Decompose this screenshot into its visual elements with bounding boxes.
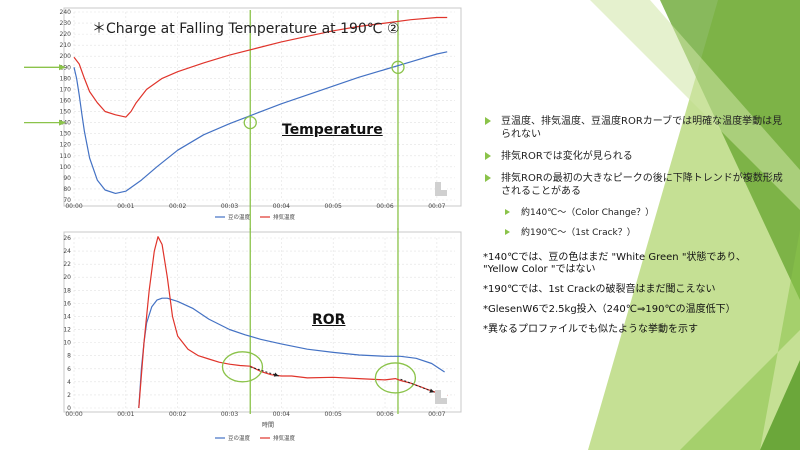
y-tick-label: 2 bbox=[67, 392, 71, 399]
sub-bullet-item: 約140℃～（Color Change？） bbox=[483, 207, 783, 220]
bullet-item: 豆温度、排気温度、豆温度RORカーブでは明確な温度挙動は見られない bbox=[483, 115, 783, 141]
bullet-list: 豆温度、排気温度、豆温度RORカーブでは明確な温度挙動は見られない 排気RORで… bbox=[483, 115, 783, 247]
y-tick-label: 140 bbox=[60, 120, 72, 127]
arrow-head bbox=[429, 388, 435, 393]
arrow-head bbox=[59, 119, 66, 126]
y-tick-label: 14 bbox=[63, 313, 71, 320]
y-tick-label: 8 bbox=[67, 353, 71, 360]
x-tick-label: 00:02 bbox=[169, 411, 186, 418]
y-tick-label: 230 bbox=[60, 20, 72, 27]
y-tick-label: 90 bbox=[63, 175, 71, 182]
x-tick-label: 00:06 bbox=[376, 411, 393, 418]
temperature-chart: 70 80 90 100 110 120 130 140 150 160 170 180 190 200 2… bbox=[24, 7, 462, 230]
note-line: *異なるプロファイルでも似たような挙動を示す bbox=[483, 324, 698, 335]
y-tick-label: 190 bbox=[60, 64, 72, 71]
series-line bbox=[73, 16, 448, 118]
slide-title: ＊Charge at Falling Temperature at 190℃ ② bbox=[92, 21, 400, 37]
y-tick-label: 170 bbox=[60, 86, 72, 93]
legend-label: 豆の温度 bbox=[228, 213, 251, 221]
legend-label: 豆の温度 bbox=[228, 434, 251, 442]
highlight-ellipse bbox=[374, 362, 417, 394]
bullet-triangle-icon bbox=[485, 174, 491, 182]
bullet-triangle-icon bbox=[485, 152, 491, 160]
ror-label: ROR bbox=[312, 312, 346, 328]
legend-label: 排気温度 bbox=[273, 213, 296, 221]
note-line: *GlesenW6で2.5kg投入（240℃⇒190℃の温度低下） bbox=[483, 304, 736, 315]
y-tick-label: 240 bbox=[60, 9, 72, 16]
trend-arrow bbox=[250, 366, 279, 377]
x-tick-label: 00:07 bbox=[428, 411, 445, 418]
bullet-triangle-icon bbox=[505, 229, 510, 235]
y-tick-label: 12 bbox=[63, 327, 71, 334]
y-tick-label: 200 bbox=[60, 53, 72, 60]
y-tick-label: 26 bbox=[63, 235, 71, 242]
series-line bbox=[138, 297, 445, 409]
y-tick-label: 22 bbox=[63, 261, 71, 268]
y-tick-label: 100 bbox=[60, 164, 72, 171]
y-tick-label: 18 bbox=[63, 287, 71, 294]
bullet-triangle-icon bbox=[485, 117, 491, 125]
note-line: *190℃では、1st Crackの破裂音はまだ聞こえない bbox=[483, 284, 716, 295]
x-tick-label: 00:03 bbox=[221, 203, 238, 210]
highlight-circle bbox=[391, 60, 405, 74]
y-tick-label: 0 bbox=[67, 405, 71, 412]
x-tick-label: 00:04 bbox=[273, 203, 290, 210]
bullet-triangle-icon bbox=[505, 209, 510, 215]
notes-block: *140℃では、豆の色はまだ "White Green "状態であり、 "Yel… bbox=[483, 252, 783, 344]
chart-watermark-icon bbox=[435, 182, 447, 196]
bullet-item: 排気RORの最初の大きなピークの後に下降トレンドが複数形成されることがある bbox=[483, 172, 783, 198]
x-tick-label: 00:02 bbox=[169, 203, 186, 210]
chart-frame bbox=[63, 231, 462, 413]
x-tick-label: 00:05 bbox=[325, 203, 342, 210]
y-tick-label: 150 bbox=[60, 109, 72, 116]
x-tick-label: 00:03 bbox=[221, 411, 238, 418]
y-tick-label: 180 bbox=[60, 75, 72, 82]
highlight-circle bbox=[243, 115, 257, 130]
legend-label: 排気温度 bbox=[273, 434, 296, 442]
y-tick-label: 20 bbox=[63, 274, 71, 281]
y-tick-label: 10 bbox=[63, 340, 71, 347]
y-tick-label: 16 bbox=[63, 300, 71, 307]
arrow-head bbox=[59, 64, 66, 71]
y-tick-label: 4 bbox=[67, 379, 71, 386]
y-tick-label: 130 bbox=[60, 131, 72, 138]
chart-frame bbox=[63, 7, 462, 207]
x-tick-label: 00:00 bbox=[65, 411, 82, 418]
y-tick-label: 80 bbox=[63, 186, 71, 193]
x-tick-label: 00:00 bbox=[65, 203, 82, 210]
x-axis-label: 時間 bbox=[262, 421, 274, 429]
note-line: *140℃では、豆の色はまだ "White Green "状態であり、 "Yel… bbox=[483, 252, 746, 275]
y-tick-label: 24 bbox=[63, 248, 71, 255]
y-tick-label: 160 bbox=[60, 97, 72, 104]
x-tick-label: 00:01 bbox=[117, 203, 134, 210]
temperature-label: Temperature bbox=[282, 122, 383, 138]
x-tick-label: 00:07 bbox=[428, 203, 445, 210]
arrow-head bbox=[273, 372, 279, 377]
bullet-item: 排気RORでは変化が見られる bbox=[483, 150, 783, 163]
y-tick-label: 110 bbox=[60, 153, 72, 160]
highlight-ellipse bbox=[221, 351, 264, 383]
x-tick-label: 00:04 bbox=[273, 411, 290, 418]
y-tick-label: 210 bbox=[60, 42, 72, 49]
series-line bbox=[138, 236, 448, 409]
chart-watermark-icon bbox=[435, 390, 447, 404]
x-tick-label: 00:01 bbox=[117, 411, 134, 418]
y-tick-label: 220 bbox=[60, 31, 72, 38]
series-line bbox=[73, 51, 448, 194]
x-tick-label: 00:05 bbox=[325, 411, 342, 418]
y-tick-label: 120 bbox=[60, 142, 72, 149]
x-tick-label: 00:06 bbox=[376, 203, 393, 210]
y-tick-label: 6 bbox=[67, 366, 71, 373]
sub-bullet-item: 約190℃～（1st Crack？） bbox=[483, 227, 783, 240]
y-tick-label: 70 bbox=[63, 197, 71, 204]
